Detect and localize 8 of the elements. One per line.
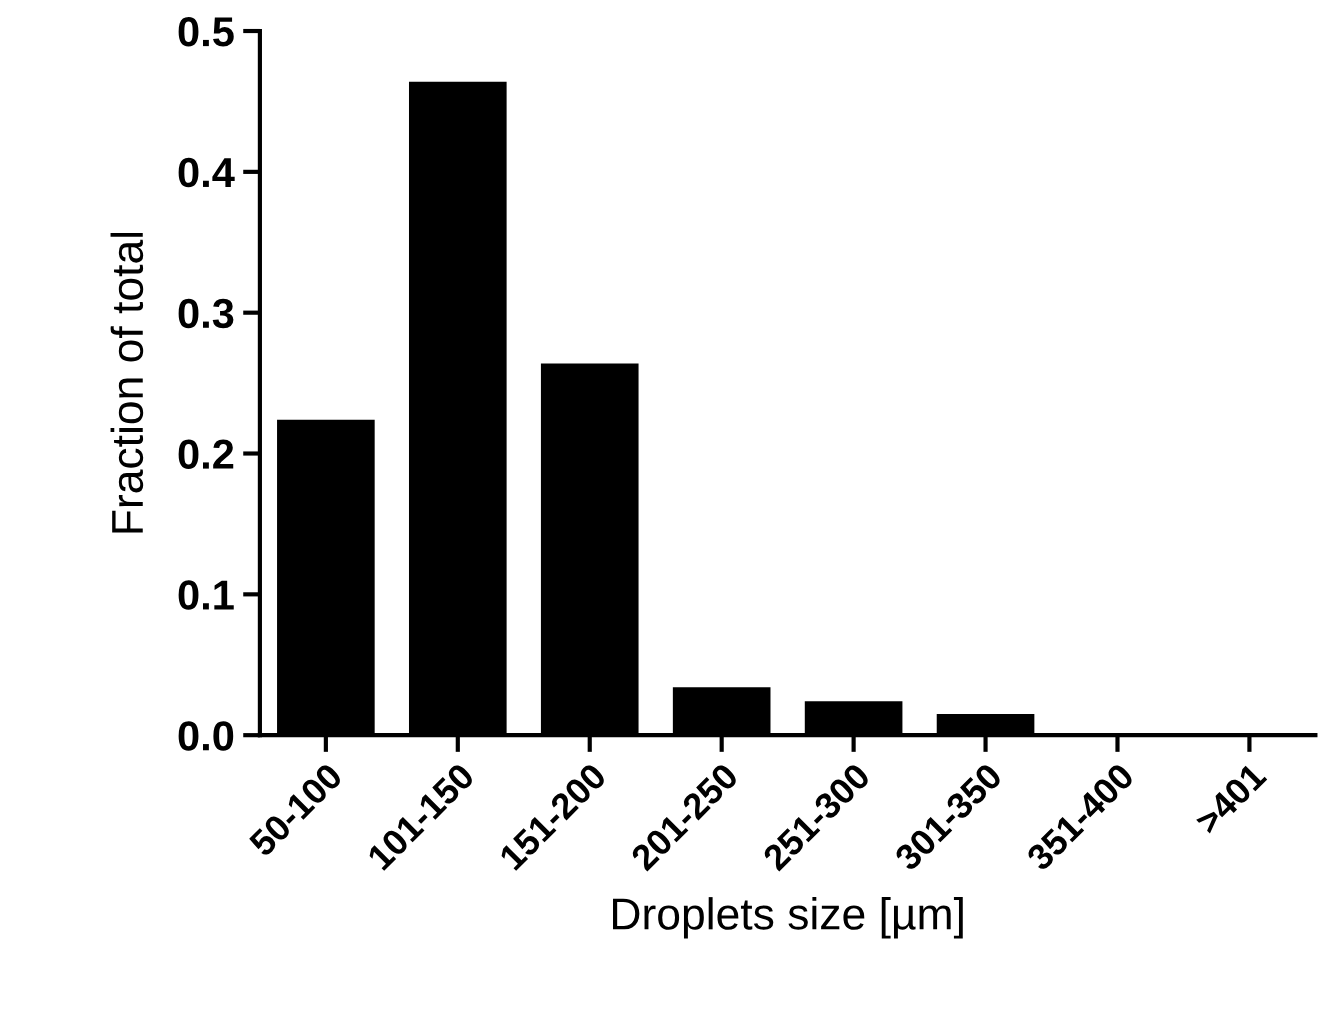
y-tick-label: 0.5 bbox=[178, 17, 234, 47]
y-tick-label: 0.2 bbox=[178, 439, 234, 470]
y-tick-label: 0.3 bbox=[178, 298, 234, 329]
y-tick-label: 0.4 bbox=[178, 157, 235, 188]
x-axis-title: Droplets size [µm] bbox=[613, 897, 963, 939]
y-tick-label: 0.1 bbox=[178, 580, 234, 610]
y-axis-title: Fraction of total bbox=[110, 232, 144, 533]
y-tick-label: 0.0 bbox=[178, 721, 234, 751]
